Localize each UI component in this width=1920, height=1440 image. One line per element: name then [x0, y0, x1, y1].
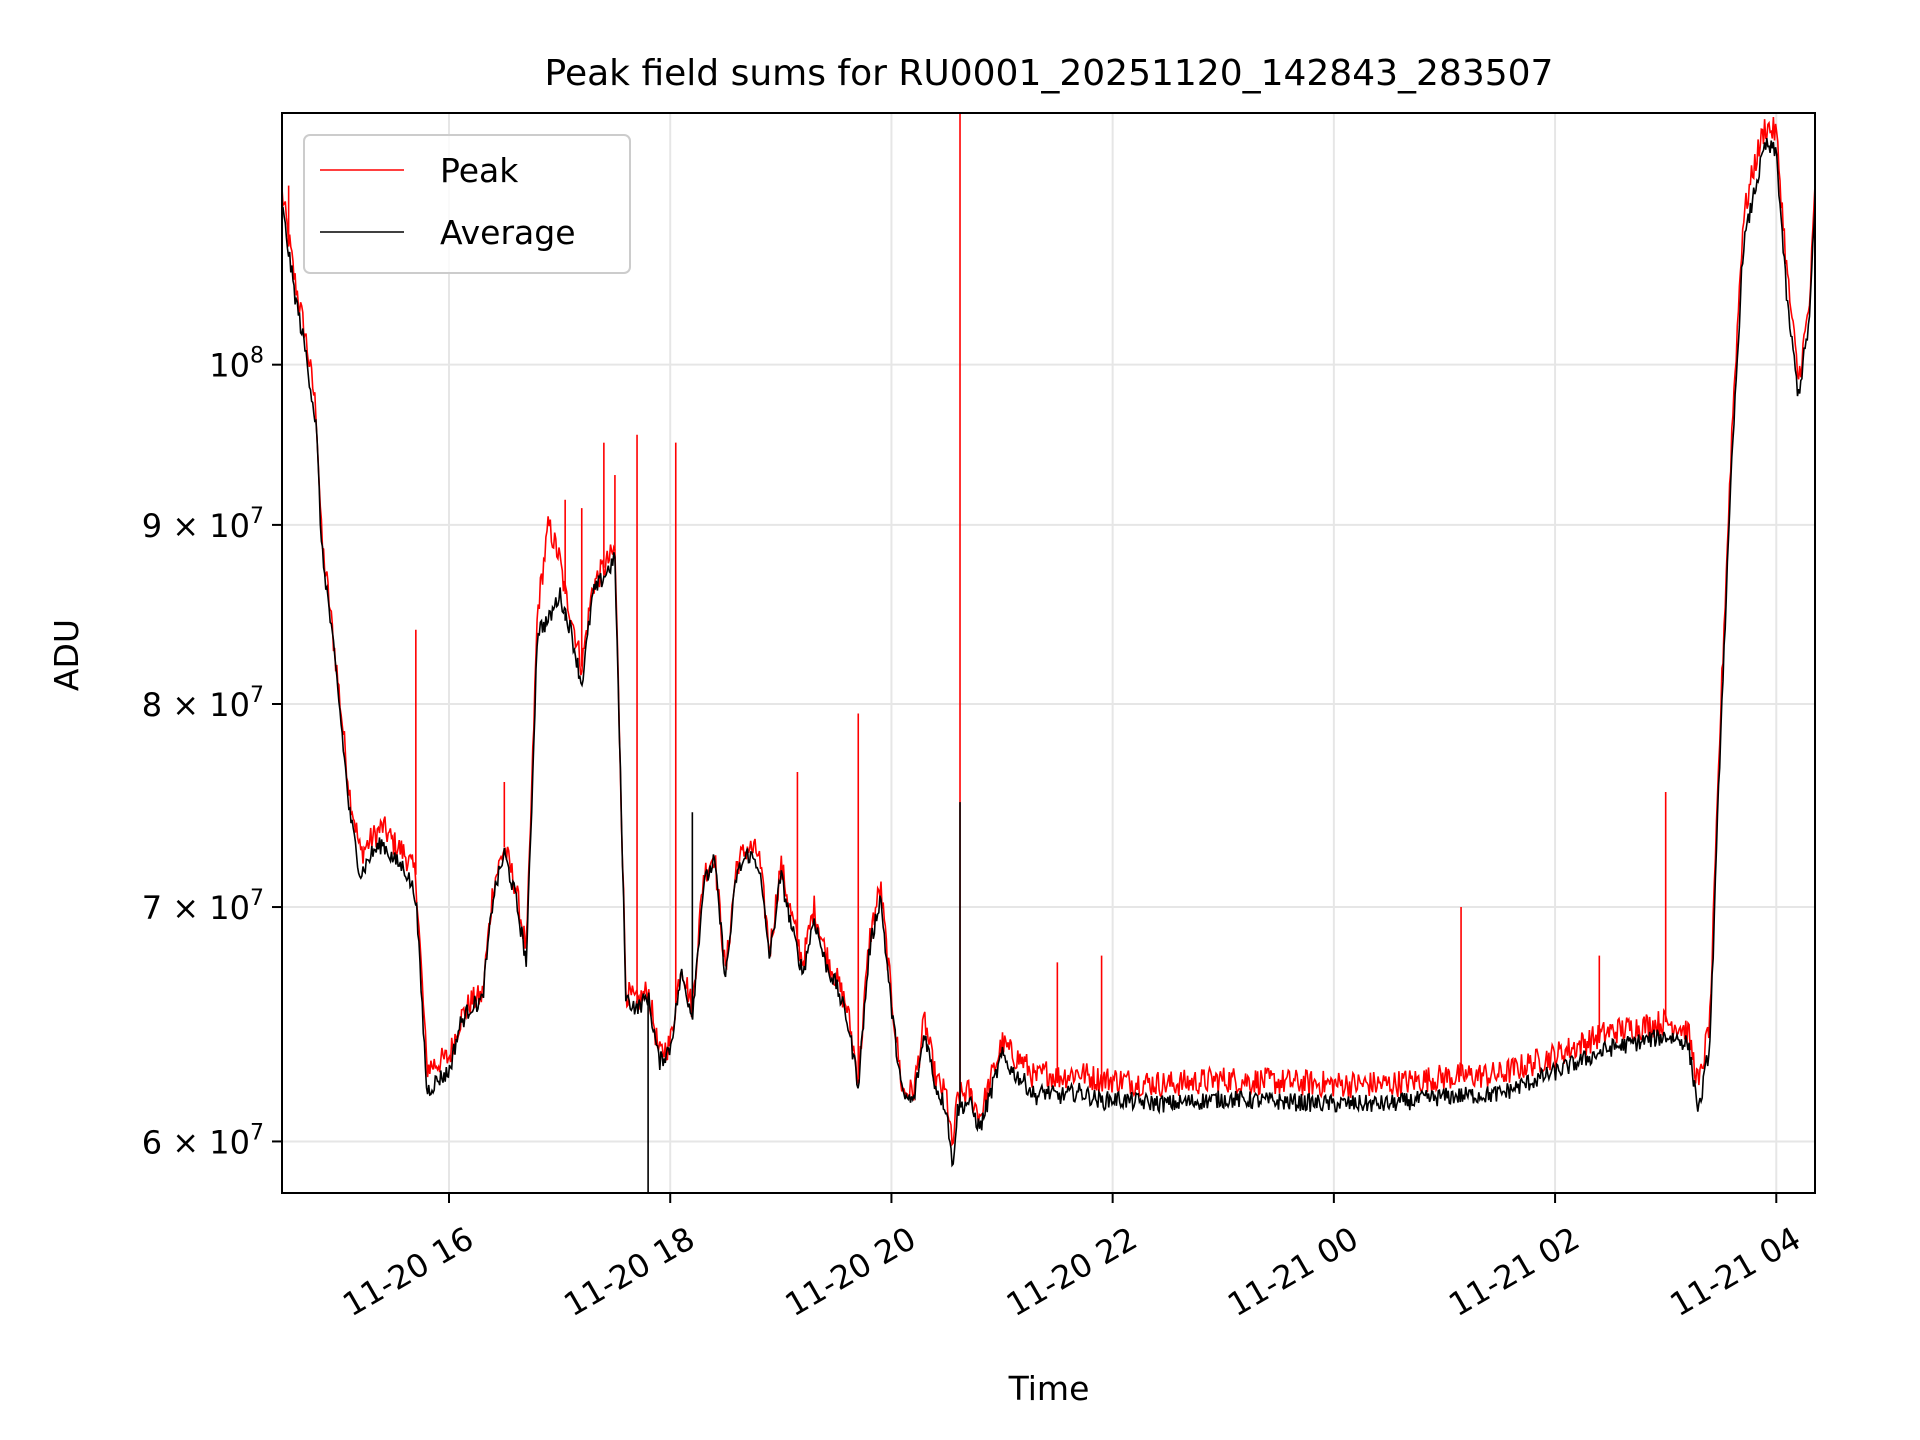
- grid: [282, 113, 1815, 1193]
- legend-label-average: Average: [440, 213, 576, 252]
- plot-area: [282, 113, 1815, 1193]
- y-tick-label: 7 × 107: [142, 886, 264, 927]
- y-axis: 6 × 107 7 × 107 8 × 107 9 × 107 108: [142, 344, 282, 1161]
- y-tick-label: 6 × 107: [142, 1120, 264, 1161]
- y-axis-label: ADU: [47, 619, 86, 691]
- x-axis-label: Time: [1008, 1369, 1090, 1408]
- x-tick-label: 11-20 22: [1000, 1219, 1144, 1324]
- y-tick-label: 9 × 107: [142, 504, 264, 545]
- y-tick-label: 108: [209, 344, 264, 385]
- series-line-average: [282, 137, 1815, 1168]
- plot-frame: [281, 112, 1816, 1194]
- x-tick-label: 11-21 04: [1663, 1219, 1807, 1324]
- x-tick-label: 11-20 18: [557, 1219, 701, 1324]
- legend-label-peak: Peak: [440, 151, 519, 190]
- x-tick-label: 11-21 00: [1221, 1219, 1365, 1324]
- x-tick-label: 11-20 16: [336, 1219, 480, 1324]
- x-axis: 11-20 16 11-20 18 11-20 20 11-20 22 11-21 00…: [336, 1193, 1807, 1324]
- y-tick-label: 8 × 107: [142, 683, 264, 724]
- x-tick-label: 11-21 02: [1442, 1219, 1586, 1324]
- chart-title: Peak field sums for RU0001_20251120_1428…: [545, 53, 1554, 94]
- x-tick-label: 11-20 20: [779, 1219, 923, 1324]
- legend: Peak Average: [303, 134, 631, 274]
